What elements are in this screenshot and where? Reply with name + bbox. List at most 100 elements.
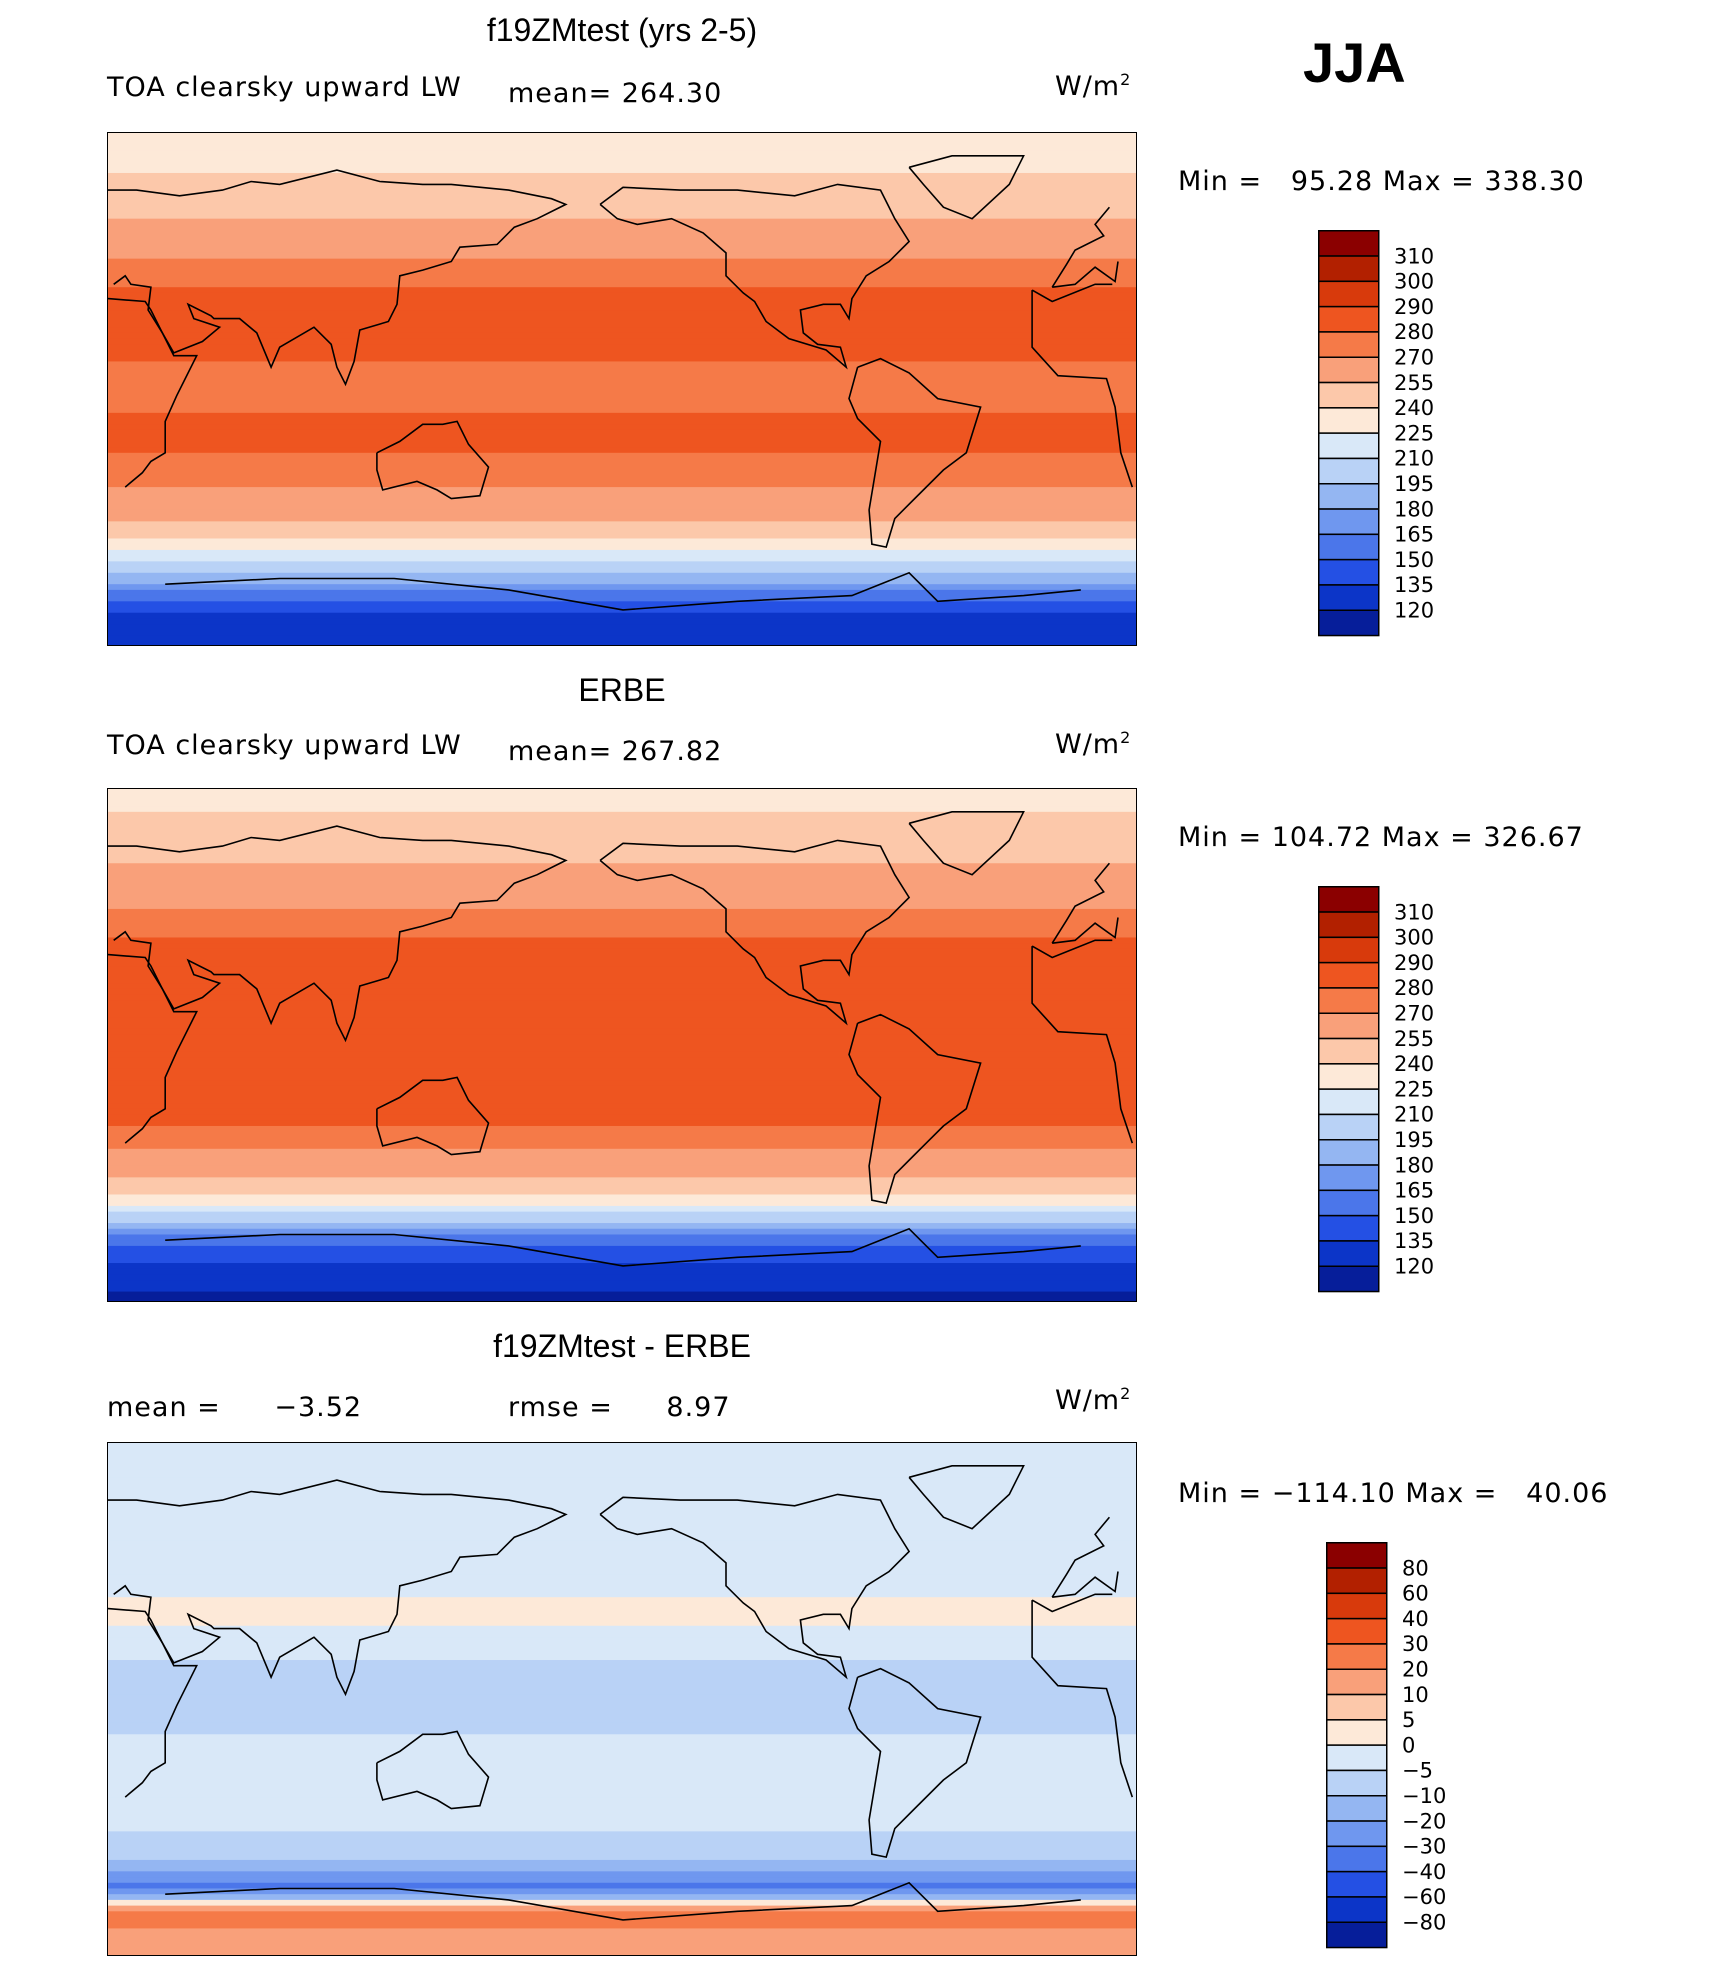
colorbar-tick-label: 255 [1394,371,1434,395]
colorbar-swatch [1318,1063,1380,1090]
zonal-band [108,1068,1136,1076]
zonal-band [108,1642,1136,1650]
zonal-band [108,1808,1136,1815]
zonal-band [108,897,1136,904]
zonal-band [108,138,1136,146]
colorbar-tick-label: −10 [1402,1784,1446,1808]
panel-1-mean-value: 264.30 [621,78,723,109]
zonal-band [108,624,1136,631]
zonal-band [108,880,1136,887]
zonal-band [108,395,1136,403]
colorbar-tick-label: 5 [1402,1708,1415,1732]
zonal-band [108,544,1136,551]
colorbar-swatch [1326,1921,1388,1949]
colorbar-swatch [1318,1139,1380,1166]
zonal-band [108,361,1136,368]
zonal-band [108,281,1136,288]
zonal-band [108,1762,1136,1770]
zonal-band [108,161,1136,168]
coastline [1051,862,1111,944]
zonal-band [108,218,1136,225]
zonal-band [108,1511,1136,1518]
colorbar-swatch [1318,1037,1380,1065]
zonal-band [108,954,1136,961]
zonal-band [108,806,1136,813]
zonal-band [108,1505,1136,1513]
zonal-band [108,384,1136,391]
panel-1-colorbar: 3103002902802702552402252101951801651501… [1318,230,1434,637]
panel-2-variable-label: TOA clearsky upward LW [107,730,462,761]
zonal-band [108,641,1136,645]
zonal-band [108,1665,1136,1673]
panel-2-units-sup: 2 [1120,728,1132,747]
zonal-band [108,908,1136,916]
colorbar-swatch [1318,609,1380,637]
colorbar-tick-label: −20 [1402,1809,1446,1833]
zonal-band [108,1831,1136,1838]
zonal-band [108,1580,1136,1587]
panel-3-units-sup: 2 [1120,1384,1132,1403]
zonal-band [108,304,1136,311]
zonal-band [108,458,1136,465]
zonal-band [108,418,1136,425]
zonal-band [108,195,1136,203]
colorbar-tick-label: 60 [1402,1582,1429,1606]
colorbar-swatch [1326,1795,1388,1822]
coastline [108,169,568,387]
zonal-band [108,1688,1136,1695]
colorbar-tick-label: 180 [1394,497,1434,521]
colorbar-tick-label: 225 [1394,421,1434,445]
panel-2-units-text: W/m [1055,729,1121,760]
colorbar-tick-label: 240 [1394,396,1434,420]
colorbar-tick-label: 280 [1394,320,1434,344]
zonal-band [108,1945,1136,1952]
colorbar-swatch [1318,305,1380,333]
colorbar-swatch [1326,1845,1388,1873]
zonal-band [108,629,1136,637]
colorbar-swatch [1318,1265,1380,1293]
zonal-band [108,1471,1136,1478]
zonal-band [108,1522,1136,1530]
zonal-band [108,538,1136,545]
zonal-band [108,601,1136,608]
colorbar-swatch [1318,230,1380,257]
zonal-band [108,527,1136,534]
colorbar-tick-label: 135 [1394,1229,1434,1253]
coastline [908,1464,1025,1530]
zonal-band [108,1597,1136,1604]
zonal-band [108,1488,1136,1495]
zonal-band [108,1291,1136,1298]
zonal-band [108,1654,1136,1661]
coastline [1031,939,1113,959]
zonal-band [108,1103,1136,1110]
zonal-band [108,937,1136,944]
zonal-band [108,1251,1136,1258]
coastline [1051,1516,1111,1598]
zonal-band [108,190,1136,197]
zonal-band [108,1085,1136,1093]
zonal-band [108,1177,1136,1184]
zonal-band [108,1819,1136,1827]
zonal-band [108,1143,1136,1150]
zonal-band [108,355,1136,363]
colorbar-tick-label: 0 [1402,1733,1415,1757]
colorbar-tick-label: 300 [1394,926,1434,950]
zonal-band [108,1223,1136,1230]
zonal-band [108,1911,1136,1918]
colorbar-tick-label: 10 [1402,1683,1429,1707]
zonal-band [108,1859,1136,1867]
panel-1-minmax: Min = 95.28 Max = 338.30 [1178,166,1585,197]
panel-2-mean-value: 267.82 [621,736,723,767]
zonal-band [108,555,1136,562]
colorbar-swatch [1326,1719,1388,1746]
zonal-band [108,390,1136,397]
zonal-band [108,1257,1136,1264]
colorbar-tick-label: 180 [1394,1153,1434,1177]
zonal-band [108,224,1136,231]
coastline [1031,290,1134,488]
zonal-band [108,1717,1136,1724]
panel-1-map-svg [108,133,1136,645]
coastline [908,154,1025,220]
colorbar-tick-label: −60 [1402,1885,1446,1909]
colorbar-tick-label: 30 [1402,1632,1429,1656]
